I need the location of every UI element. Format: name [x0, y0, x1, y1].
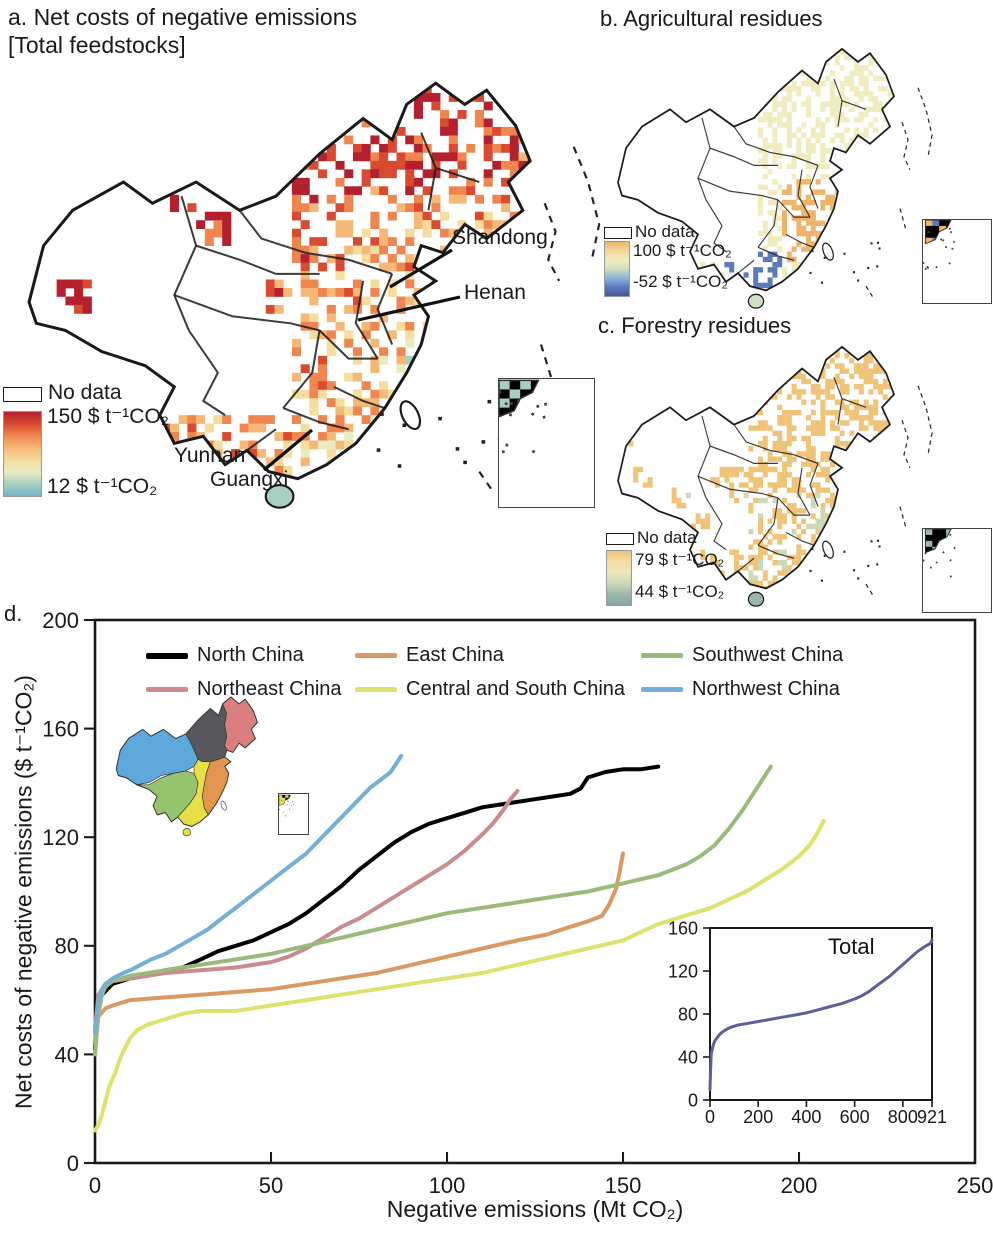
panel-b-legend-min: -52 $ t⁻¹CO₂: [633, 272, 728, 291]
china-map-agricultural-residues: [617, 47, 933, 309]
legend-swatch: [641, 687, 683, 692]
annotation-henan: Henan: [464, 281, 526, 304]
legend-label: Northwest China: [692, 678, 840, 700]
panel-a-no-data-label: No data: [48, 381, 122, 404]
panel-a-south-china-sea-inset: [498, 378, 595, 508]
legend-swatch: [146, 687, 188, 692]
panel-a-color-ramp: [3, 411, 42, 497]
series-central-and-south-china: [93, 818, 826, 1133]
legend-item-northwest-china: Northwest China: [641, 678, 840, 701]
panel-b-no-data-swatch: [604, 227, 632, 239]
legend-swatch: [641, 653, 683, 658]
legend-item-southwest-china: Southwest China: [641, 644, 843, 667]
panel-b-title: b. Agricultural residues: [600, 6, 823, 31]
legend-item-northeast-china: Northeast China: [146, 678, 342, 701]
legend-label: North China: [197, 644, 304, 666]
legend-label: Northeast China: [197, 678, 342, 700]
annotation-shandong: Shandong: [452, 226, 548, 249]
x-tick-label: 250: [957, 1173, 993, 1198]
panel-a-legend-min: 12 $ t⁻¹CO₂: [47, 475, 158, 498]
y-tick-label: 120: [42, 825, 79, 850]
china-regions-inset-map: [115, 696, 259, 837]
panel-c-legend-min: 44 $ t⁻¹CO₂: [635, 582, 725, 601]
y-tick-label: 160: [42, 717, 79, 742]
y-tick-label: 120: [668, 961, 698, 981]
x-tick-label: 200: [743, 1107, 773, 1127]
legend-label: East China: [406, 644, 504, 666]
legend-swatch: [355, 687, 397, 692]
panel-b-legend-max: 100 $ t⁻¹CO₂: [633, 241, 732, 260]
total-cost-curve-inset-chart: 0 200 400 600 800 921 0 40 80 120 160: [668, 918, 947, 1127]
series-northeast-china: [93, 789, 520, 1030]
x-tick-label: 50: [259, 1173, 283, 1198]
x-tick-label: 0: [705, 1107, 715, 1127]
x-axis-label: Negative emissions (Mt CO₂): [386, 1196, 684, 1222]
panel-a-legend-max: 150 $ t⁻¹CO₂: [47, 405, 169, 428]
panel-c-title: c. Forestry residues: [598, 313, 792, 338]
x-tick-label: 200: [781, 1173, 818, 1198]
panel-c-south-china-sea-inset: [922, 528, 992, 613]
series-northwest-china: [93, 753, 404, 1035]
y-tick-label: 40: [55, 1042, 79, 1067]
panel-c-color-ramp: [606, 550, 632, 606]
x-tick-label: 921: [917, 1107, 947, 1127]
panel-c-no-data-swatch: [606, 533, 634, 545]
panel-b-color-ramp: [604, 241, 630, 297]
panel-c-no-data-label: No data: [637, 528, 697, 547]
series-southwest-china: [93, 764, 773, 1057]
panel-a-title-line2: [Total feedstocks]: [8, 32, 186, 58]
y-tick-label: 80: [55, 934, 79, 959]
panel-a-no-data-swatch: [3, 387, 42, 402]
legend-swatch: [355, 653, 397, 658]
regions-south-china-sea-inset: [278, 793, 309, 835]
y-tick-label: 0: [688, 1090, 698, 1110]
legend-item-north-china: North China: [146, 644, 304, 667]
panel-a-title-line1: a. Net costs of negative emissions: [8, 4, 357, 30]
annotation-guangxi: Guangxi: [210, 468, 289, 491]
south-china-sea-map: [279, 794, 294, 817]
inset-chart-title: Total: [828, 934, 875, 959]
y-tick-label: 40: [678, 1047, 698, 1067]
x-tick-label: 600: [840, 1107, 870, 1127]
legend-swatch: [146, 652, 188, 659]
south-china-sea-map: [923, 220, 956, 271]
cost-curve-chart: 0 50 100 150 200 250 0 40 80 120 160 200: [42, 608, 993, 1198]
x-tick-label: 0: [89, 1173, 101, 1198]
series-east-china: [93, 851, 625, 1043]
panel-c-legend-max: 79 $ t⁻¹CO₂: [635, 550, 725, 569]
panel-b-no-data-label: No data: [635, 222, 695, 241]
y-tick-label: 0: [67, 1151, 79, 1176]
chart-legend: North China Northeast China East China Cent…: [146, 644, 926, 706]
legend-item-central-and-south-china: Central and South China: [355, 678, 625, 701]
panel-b-south-china-sea-inset: [922, 219, 992, 304]
legend-label: Central and South China: [406, 678, 626, 700]
south-china-sea-map: [499, 379, 548, 454]
annotation-yunnan: Yunnan: [174, 444, 246, 467]
legend-label: Southwest China: [692, 644, 844, 666]
legend-item-east-china: East China: [355, 644, 504, 667]
x-tick-label: 150: [605, 1173, 642, 1198]
x-tick-label: 100: [429, 1173, 466, 1198]
y-tick-label: 200: [42, 608, 79, 633]
y-tick-label: 80: [678, 1004, 698, 1024]
x-tick-label: 400: [791, 1107, 821, 1127]
y-tick-label: 160: [668, 918, 698, 938]
panel-d-label: d.: [4, 601, 23, 626]
south-china-sea-map: [923, 529, 956, 578]
series-total: [708, 938, 934, 1091]
x-tick-label: 800: [888, 1107, 918, 1127]
